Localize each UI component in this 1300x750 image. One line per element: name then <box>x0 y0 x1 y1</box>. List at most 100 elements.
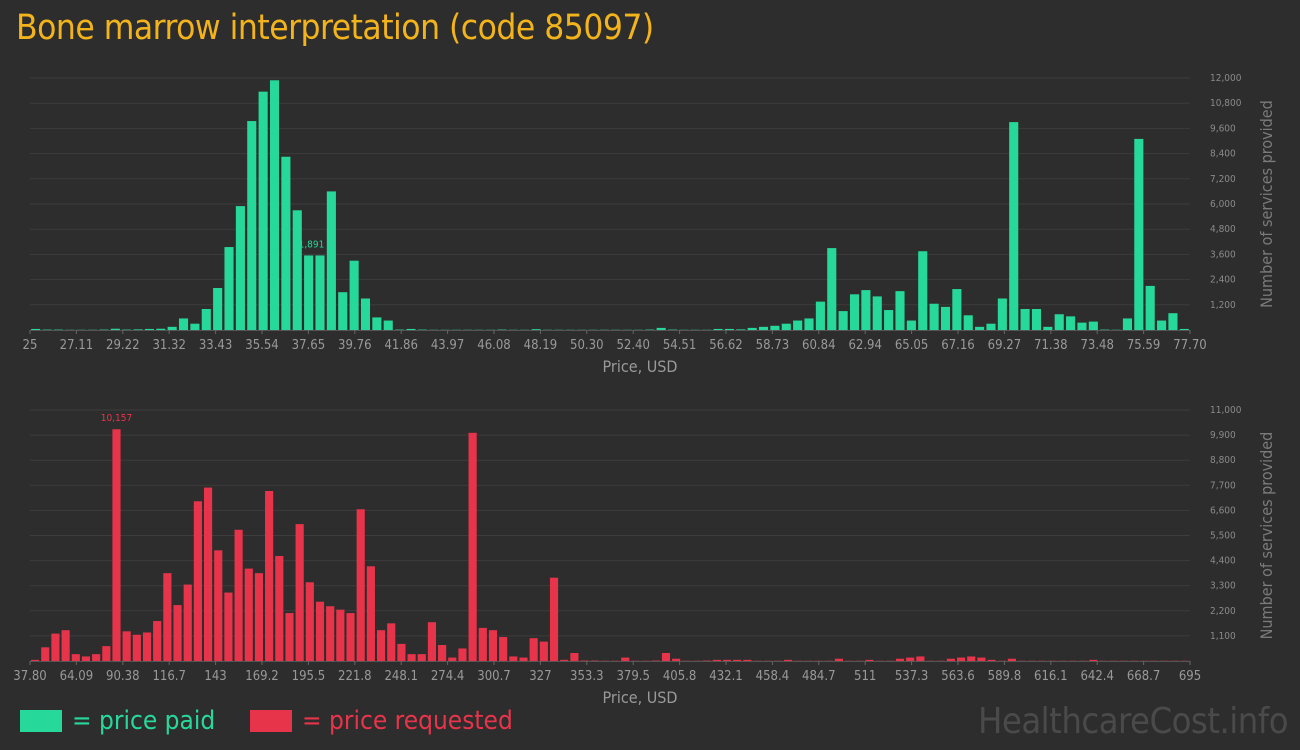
paid-bar <box>190 323 200 330</box>
paid-bar <box>531 329 541 330</box>
paid-xtick-label: 46.08 <box>477 338 510 353</box>
paid-bar <box>326 191 336 330</box>
paid-bar <box>156 328 166 330</box>
paid-bar <box>884 310 894 330</box>
requested-bar <box>570 653 579 661</box>
requested-xtick-label: 221.8 <box>338 669 371 684</box>
requested-bar <box>488 630 498 661</box>
requested-xtick-label: 405.8 <box>663 669 696 684</box>
paid-bar <box>31 328 41 330</box>
requested-bar <box>31 659 40 661</box>
paid-bar <box>656 327 666 330</box>
legend-price-requested: = price requested <box>250 703 513 739</box>
paid-xtick-label: 39.76 <box>338 338 371 353</box>
requested-bar <box>549 577 559 661</box>
paid-bar <box>1009 122 1019 330</box>
requested-ytick-label: 4,400 <box>1210 556 1236 567</box>
paid-bar <box>986 323 996 330</box>
paid-ytick-label: 1,200 <box>1210 300 1236 311</box>
paid-bar <box>713 328 723 330</box>
paid-ytick-label: 7,200 <box>1210 174 1236 185</box>
paid-bar <box>758 326 769 330</box>
paid-bar <box>1145 285 1155 330</box>
paid-bar <box>952 289 962 330</box>
paid-bar <box>1054 314 1064 330</box>
requested-xtick-label: 458.4 <box>756 669 789 684</box>
requested-xaxis-title: Price, USD <box>603 688 678 705</box>
requested-bar <box>672 658 681 661</box>
requested-bar <box>183 584 192 661</box>
paid-bar <box>213 288 223 330</box>
requested-bar <box>417 654 426 661</box>
requested-ytick-label: 9,900 <box>1210 430 1236 441</box>
paid-xtick-label: 27.11 <box>60 338 93 353</box>
requested-bar <box>743 659 752 661</box>
paid-bar <box>975 326 985 330</box>
requested-bar <box>387 623 396 661</box>
requested-bar <box>468 432 477 661</box>
requested-bar <box>499 637 508 661</box>
requested-bar <box>509 656 518 661</box>
requested-bar <box>102 646 111 661</box>
requested-bar <box>315 601 325 661</box>
requested-bar <box>834 658 844 661</box>
requested-xtick-label: 248.1 <box>384 669 417 684</box>
paid-xtick-label: 25 <box>23 338 38 353</box>
requested-xtick-label: 37.80 <box>13 669 46 684</box>
paid-xtick-label: 77.70 <box>1173 338 1206 353</box>
paid-ytick-label: 2,400 <box>1210 275 1236 286</box>
requested-bar <box>275 556 284 661</box>
requested-bar <box>621 657 630 661</box>
paid-bar <box>235 206 245 330</box>
paid-xtick-label: 67.16 <box>941 338 974 353</box>
paid-bar <box>247 121 257 330</box>
requested-bar <box>122 631 131 661</box>
paid-bar <box>1043 326 1053 330</box>
requested-xtick-label: 143 <box>204 669 226 684</box>
paid-bar <box>918 251 928 330</box>
requested-xtick-label: 616.1 <box>1034 669 1067 684</box>
paid-bar <box>872 296 882 330</box>
requested-bar <box>1089 659 1098 661</box>
requested-ytick-label: 2,200 <box>1210 606 1236 617</box>
requested-bar <box>173 605 182 661</box>
requested-bar <box>81 656 91 661</box>
requested-bar <box>397 643 406 661</box>
paid-xtick-label: 69.27 <box>988 338 1021 353</box>
requested-bar <box>661 653 671 661</box>
paid-bar <box>349 260 359 330</box>
paid-xtick-label: 48.19 <box>524 338 557 353</box>
requested-bar <box>956 657 966 661</box>
paid-bar <box>781 323 791 330</box>
paid-bar <box>1168 313 1178 330</box>
paid-xtick-label: 31.32 <box>152 338 185 353</box>
paid-bar <box>815 301 825 330</box>
requested-bar <box>224 592 233 661</box>
requested-ytick-label: 6,600 <box>1210 505 1236 516</box>
requested-bar <box>529 638 538 661</box>
requested-bar <box>254 573 264 661</box>
paid-xtick-label: 54.51 <box>663 338 696 353</box>
requested-bar <box>204 487 213 661</box>
paid-xtick-label: 29.22 <box>106 338 139 353</box>
requested-bar <box>244 568 253 661</box>
paid-bar <box>997 298 1007 330</box>
paid-bar <box>804 318 814 330</box>
paid-bar <box>167 326 177 330</box>
requested-bar <box>1007 658 1016 661</box>
paid-bar <box>133 329 143 330</box>
requested-xtick-label: 116.7 <box>152 669 185 684</box>
requested-bar <box>295 524 304 661</box>
requested-bar <box>366 566 375 661</box>
requested-bar <box>41 647 50 661</box>
requested-bar <box>326 606 335 661</box>
paid-xtick-label: 71.38 <box>1034 338 1067 353</box>
paid-bar <box>1179 328 1189 330</box>
paid-bar <box>269 80 280 330</box>
paid-bar <box>849 294 860 330</box>
requested-bar <box>906 657 915 661</box>
requested-xtick-label: 537.3 <box>895 669 928 684</box>
requested-ytick-label: 8,800 <box>1210 455 1236 466</box>
paid-bar <box>224 247 234 330</box>
requested-bar <box>132 634 141 661</box>
